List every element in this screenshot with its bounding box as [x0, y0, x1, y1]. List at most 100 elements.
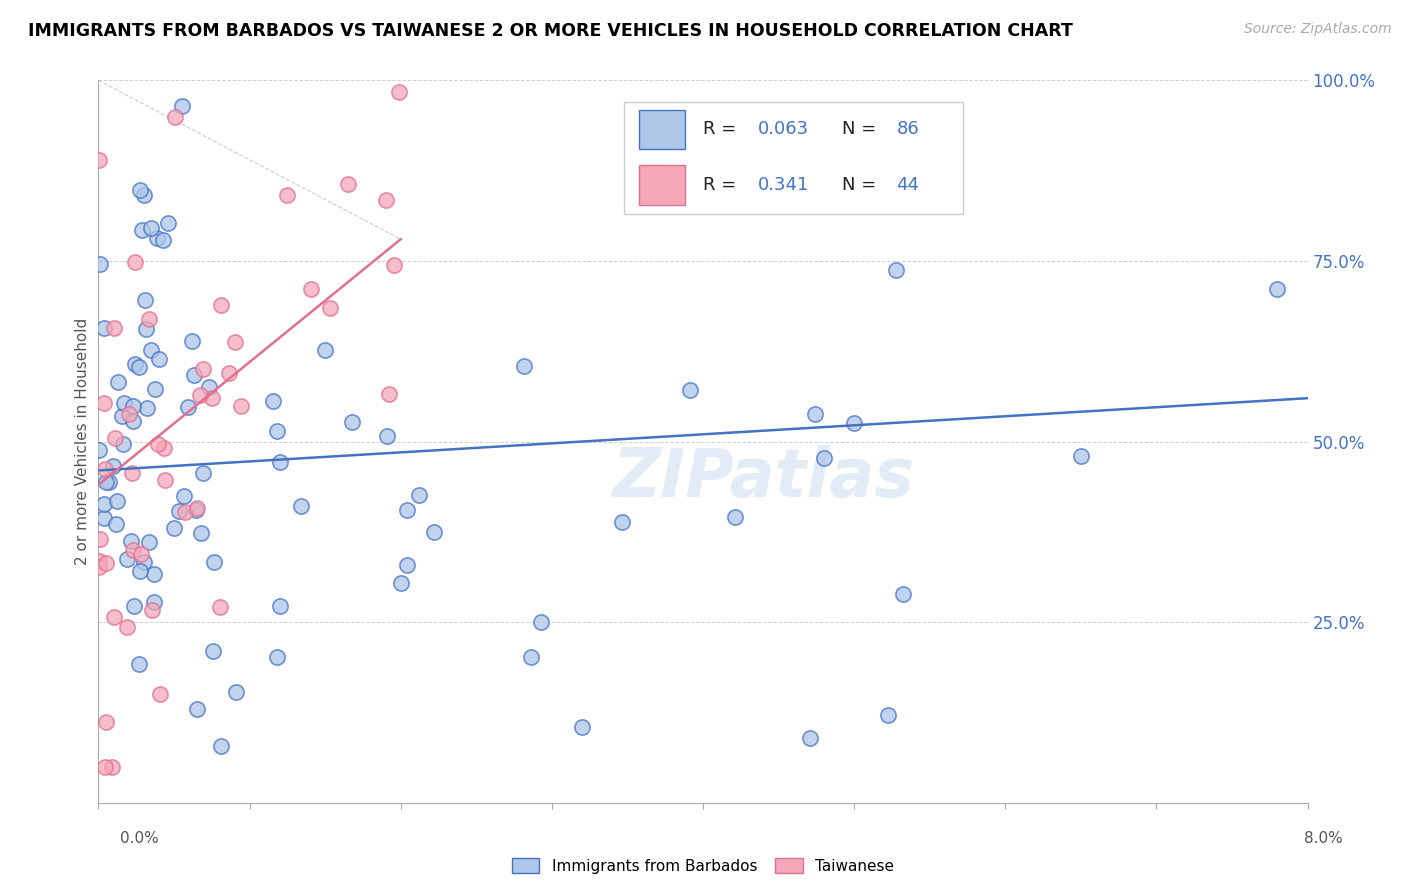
Text: N =: N =	[842, 120, 882, 138]
Point	[143, 383, 166, 397]
Point	[191, 361, 214, 376]
Point	[105, 493, 128, 508]
Point	[163, 521, 186, 535]
Point	[104, 431, 127, 445]
Point	[135, 322, 157, 336]
Point	[319, 301, 342, 316]
Point	[679, 383, 702, 397]
Text: 86: 86	[897, 120, 920, 138]
Point	[89, 532, 111, 546]
Point	[396, 502, 419, 516]
Text: 44: 44	[897, 176, 920, 194]
Point	[891, 587, 914, 601]
FancyBboxPatch shape	[638, 110, 685, 149]
Point	[94, 714, 117, 729]
Point	[141, 603, 163, 617]
Point	[138, 535, 160, 549]
Point	[112, 396, 135, 410]
Point	[813, 450, 835, 465]
Point	[139, 343, 162, 358]
Point	[190, 525, 212, 540]
Point	[122, 414, 145, 428]
Point	[382, 258, 405, 272]
Point	[229, 399, 252, 413]
Point	[299, 282, 322, 296]
Legend: Immigrants from Barbados, Taiwanese: Immigrants from Barbados, Taiwanese	[506, 852, 900, 880]
Text: R =: R =	[703, 120, 742, 138]
Point	[131, 223, 153, 237]
Point	[186, 702, 208, 716]
Point	[884, 262, 907, 277]
Point	[396, 558, 419, 572]
Point	[201, 644, 224, 658]
Point	[132, 555, 155, 569]
Y-axis label: 2 or more Vehicles in Household: 2 or more Vehicles in Household	[75, 318, 90, 566]
Point	[129, 183, 152, 197]
Point	[136, 401, 159, 415]
Point	[121, 399, 143, 413]
Point	[208, 600, 231, 615]
Point	[209, 298, 232, 312]
Point	[224, 334, 246, 349]
Point	[184, 502, 207, 516]
Point	[93, 510, 115, 524]
Text: 0.063: 0.063	[758, 120, 808, 138]
Point	[571, 720, 593, 734]
Text: 0.0%: 0.0%	[120, 831, 159, 846]
Point	[146, 231, 169, 245]
Point	[143, 594, 166, 608]
Point	[177, 401, 200, 415]
Point	[120, 534, 142, 549]
Point	[103, 320, 125, 334]
Point	[93, 396, 115, 410]
Point	[202, 555, 225, 569]
Point	[87, 560, 110, 574]
Point	[723, 509, 745, 524]
Text: 0.341: 0.341	[758, 176, 808, 194]
Point	[138, 311, 160, 326]
Point	[153, 473, 176, 487]
Text: N =: N =	[842, 176, 882, 194]
Point	[129, 547, 152, 561]
Point	[188, 388, 211, 402]
Point	[122, 599, 145, 613]
Point	[94, 462, 117, 476]
Point	[122, 543, 145, 558]
Point	[132, 187, 155, 202]
Point	[389, 576, 412, 591]
Point	[290, 499, 312, 513]
Text: IMMIGRANTS FROM BARBADOS VS TAIWANESE 2 OR MORE VEHICLES IN HOUSEHOLD CORRELATIO: IMMIGRANTS FROM BARBADOS VS TAIWANESE 2 …	[28, 22, 1073, 40]
Point	[340, 415, 363, 429]
Point	[117, 408, 139, 422]
Point	[128, 359, 150, 374]
FancyBboxPatch shape	[624, 102, 963, 214]
Point	[124, 255, 146, 269]
Text: Source: ZipAtlas.com: Source: ZipAtlas.com	[1244, 22, 1392, 37]
Point	[111, 409, 134, 424]
Point	[186, 500, 208, 515]
Point	[121, 466, 143, 480]
Point	[374, 193, 396, 207]
Point	[799, 731, 821, 746]
Point	[104, 516, 127, 531]
Point	[148, 687, 170, 701]
Point	[115, 552, 138, 566]
Point	[877, 707, 900, 722]
Point	[198, 379, 221, 393]
Point	[336, 178, 359, 192]
Point	[169, 504, 191, 518]
Point	[520, 650, 543, 665]
Point	[408, 488, 430, 502]
Point	[103, 609, 125, 624]
Point	[183, 368, 205, 382]
Text: ZIPatlas: ZIPatlas	[613, 445, 914, 510]
Point	[153, 441, 176, 455]
Point	[170, 99, 193, 113]
Point	[193, 466, 215, 480]
Point	[101, 760, 124, 774]
Point	[1070, 450, 1092, 464]
Point	[128, 564, 150, 578]
Point	[117, 620, 139, 634]
Point	[513, 359, 536, 373]
Point	[211, 739, 233, 753]
